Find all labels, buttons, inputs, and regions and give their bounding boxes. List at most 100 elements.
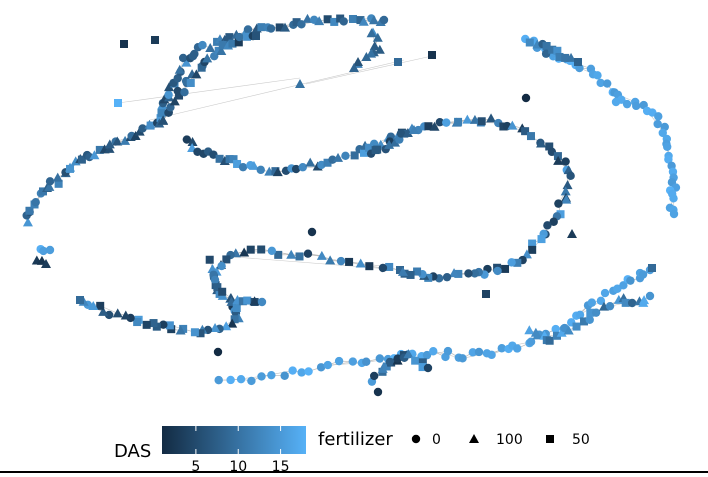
data-point (225, 33, 234, 42)
data-point (45, 245, 55, 255)
data-point (238, 162, 248, 172)
data-point (350, 151, 359, 160)
data-point (365, 262, 374, 271)
data-point (198, 40, 207, 50)
data-point (217, 261, 226, 271)
data-point (297, 368, 306, 377)
data-point (501, 264, 510, 273)
data-point (66, 164, 75, 173)
data-point (542, 42, 551, 51)
legend-shape-label: 100 (496, 432, 523, 448)
data-point (567, 229, 577, 238)
data-point (369, 371, 379, 381)
data-point (356, 16, 365, 25)
data-point (669, 209, 679, 219)
data-point (142, 320, 151, 329)
data-point (303, 249, 313, 258)
data-point (561, 53, 570, 62)
data-point (222, 255, 231, 264)
data-point (233, 159, 242, 168)
data-point (317, 160, 326, 170)
data-point (257, 23, 266, 32)
data-point (213, 347, 223, 357)
data-point (528, 239, 537, 248)
data-point (423, 363, 433, 373)
data-point (402, 127, 413, 137)
data-point (379, 15, 389, 25)
data-point (190, 49, 199, 59)
data-point (596, 296, 606, 306)
data-point (280, 22, 291, 32)
data-point (663, 142, 672, 151)
data-point (553, 155, 564, 165)
data-point (507, 258, 516, 267)
data-point (52, 172, 63, 182)
legend: DAS 5 10 15 fertilizer 0 100 50 (114, 426, 590, 475)
data-point (323, 15, 332, 24)
data-point (164, 90, 173, 99)
data-point (257, 297, 267, 307)
data-point (645, 291, 655, 301)
data-point (275, 23, 284, 32)
data-point (368, 15, 379, 25)
data-point (560, 186, 571, 196)
data-point (96, 301, 105, 310)
data-point (552, 331, 561, 340)
data-point (314, 16, 325, 26)
data-point (361, 51, 372, 61)
data-point (585, 315, 594, 324)
data-point (454, 269, 463, 278)
data-point (112, 136, 123, 146)
data-point (114, 99, 122, 107)
shape-legend-title: fertilizer (318, 429, 393, 450)
data-point (266, 24, 276, 33)
data-point (372, 32, 383, 42)
data-point (562, 180, 573, 190)
data-point (418, 358, 427, 367)
data-point (205, 255, 214, 264)
data-point (175, 91, 184, 100)
data-point (334, 356, 344, 366)
data-point (178, 53, 188, 63)
data-point (257, 245, 266, 254)
data-point (669, 194, 678, 203)
data-point (138, 124, 147, 133)
data-point (664, 155, 673, 164)
data-point (89, 150, 100, 160)
data-point (164, 82, 175, 92)
data-point (497, 344, 506, 353)
data-point (422, 350, 432, 360)
data-point (545, 336, 554, 345)
data-point (247, 376, 256, 386)
data-point (474, 347, 484, 357)
data-point (39, 246, 48, 256)
data-point (159, 320, 168, 329)
data-point (384, 139, 395, 149)
data-point (221, 321, 232, 331)
data-point (238, 297, 247, 306)
data-point (133, 318, 142, 327)
data-point (418, 363, 427, 372)
data-point (207, 264, 218, 274)
data-point (214, 375, 223, 385)
legend-shape-triangle (469, 434, 479, 443)
data-point (406, 270, 415, 279)
data-point (323, 360, 333, 370)
data-point (76, 296, 84, 304)
data-point (179, 324, 188, 333)
colorbar-tick-label: 5 (191, 459, 200, 475)
data-point (158, 115, 169, 125)
data-point (181, 57, 192, 67)
long-edge (305, 55, 433, 85)
data-point (215, 154, 224, 163)
data-point (274, 250, 283, 259)
data-point (413, 267, 422, 276)
data-point (377, 363, 388, 373)
data-point (271, 167, 280, 176)
data-point (428, 51, 436, 59)
data-point (389, 137, 400, 147)
data-point (403, 349, 414, 359)
data-point (580, 317, 589, 326)
data-point (174, 64, 185, 74)
data-point (243, 32, 252, 41)
